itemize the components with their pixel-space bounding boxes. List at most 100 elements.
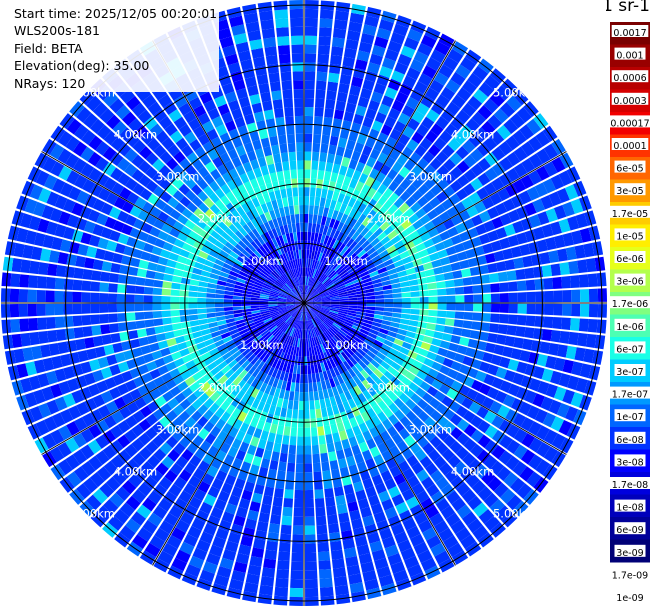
beta-cell xyxy=(263,37,277,48)
beta-cell xyxy=(433,331,444,340)
beta-cell xyxy=(351,406,361,417)
beta-cell xyxy=(318,262,325,272)
beta-cell xyxy=(319,18,333,29)
beta-cell xyxy=(291,543,304,553)
beta-cell xyxy=(314,98,325,108)
beta-cell xyxy=(350,122,362,134)
beta-cell xyxy=(320,333,327,343)
beta-cell xyxy=(314,326,321,336)
beta-cell xyxy=(334,319,344,326)
beta-cell xyxy=(375,262,386,271)
beta-cell xyxy=(367,198,377,210)
beta-cell xyxy=(427,227,439,238)
beta-cell xyxy=(231,570,246,582)
beta-cell xyxy=(346,30,361,42)
beta-cell xyxy=(333,486,345,497)
beta-cell xyxy=(357,303,367,307)
beta-cell xyxy=(242,403,252,414)
beta-cell xyxy=(269,423,278,434)
beta-cell xyxy=(288,444,297,455)
beta-cell xyxy=(269,172,278,183)
beta-cell xyxy=(336,221,345,232)
beta-cell xyxy=(335,252,344,262)
beta-cell xyxy=(330,301,340,303)
beta-cell xyxy=(155,333,167,342)
beta-cell xyxy=(339,430,348,441)
beta-cell xyxy=(434,520,449,535)
beta-cell xyxy=(285,363,291,373)
beta-cell xyxy=(503,369,516,383)
beta-cell xyxy=(327,286,337,293)
beta-cell xyxy=(380,275,390,282)
beta-cell xyxy=(373,355,384,365)
beta-cell xyxy=(398,460,411,473)
beta-cell xyxy=(295,319,300,329)
beta-cell xyxy=(251,398,261,409)
beta-cell xyxy=(317,233,323,243)
beta-cell xyxy=(384,544,399,557)
beta-cell xyxy=(311,306,321,312)
beta-cell xyxy=(408,230,420,241)
beta-cell xyxy=(356,290,366,295)
beta-cell xyxy=(520,141,536,157)
beta-cell xyxy=(304,294,307,303)
beta-cell xyxy=(325,330,332,339)
beta-cell xyxy=(358,331,368,339)
beta-cell xyxy=(349,85,361,97)
beta-cell xyxy=(299,213,304,223)
beta-cell xyxy=(314,107,324,117)
beta-cell xyxy=(313,116,323,126)
beta-cell xyxy=(540,195,554,210)
beta-cell xyxy=(307,311,312,320)
beta-cell xyxy=(337,312,347,317)
beta-cell xyxy=(450,426,463,440)
beta-cell xyxy=(299,311,303,321)
beta-cell xyxy=(300,356,304,366)
beta-cell xyxy=(372,191,383,202)
beta-cell xyxy=(376,566,392,579)
beta-cell xyxy=(387,40,403,54)
beta-cell xyxy=(183,482,197,496)
beta-cell xyxy=(494,390,508,404)
beta-cell xyxy=(109,323,120,333)
beta-cell xyxy=(323,351,330,362)
beta-cell xyxy=(276,470,286,481)
beta-cell xyxy=(260,458,271,469)
beta-cell xyxy=(446,303,456,311)
beta-cell xyxy=(206,288,216,294)
beta-cell xyxy=(241,392,251,404)
beta-cell xyxy=(265,413,274,424)
beta-cell xyxy=(454,311,465,320)
beta-cell xyxy=(382,407,394,419)
beta-cell xyxy=(371,474,384,486)
beta-cell xyxy=(391,70,405,83)
beta-cell xyxy=(153,318,164,327)
beta-cell xyxy=(256,521,269,532)
beta-cell xyxy=(301,303,304,312)
beta-cell xyxy=(401,297,411,303)
beta-cell xyxy=(207,445,219,458)
beta-cell xyxy=(364,15,380,28)
beta-cell xyxy=(386,168,398,181)
beta-cell xyxy=(348,573,363,585)
beta-cell xyxy=(536,148,551,164)
beta-cell xyxy=(390,376,401,387)
colorbar-tick-label: 6e-08 xyxy=(616,435,643,446)
beta-cell xyxy=(319,371,325,382)
beta-cell xyxy=(326,283,335,290)
beta-cell xyxy=(365,335,376,343)
beta-cell xyxy=(372,202,383,213)
beta-cell xyxy=(564,184,579,200)
beta-cell xyxy=(319,290,329,296)
beta-cell xyxy=(298,320,302,330)
beta-cell xyxy=(323,265,331,275)
beta-cell xyxy=(312,269,317,279)
beta-cell xyxy=(483,136,498,151)
beta-cell xyxy=(321,264,329,274)
beta-cell xyxy=(338,512,350,523)
beta-cell xyxy=(345,39,359,51)
beta-cell xyxy=(354,535,368,547)
beta-cell xyxy=(246,472,258,484)
beta-cell xyxy=(522,338,533,351)
beta-cell xyxy=(443,56,459,71)
